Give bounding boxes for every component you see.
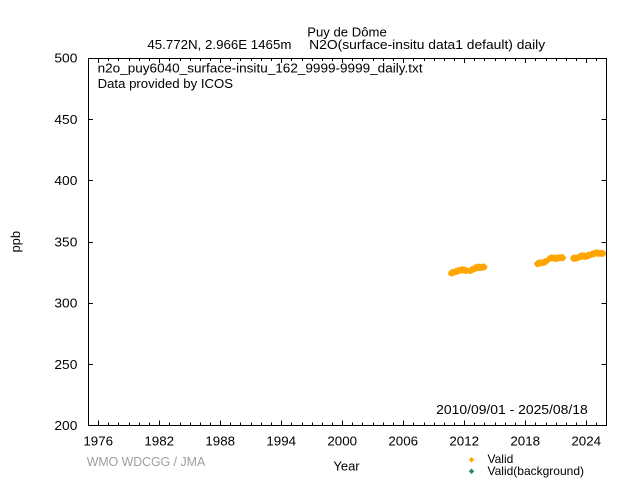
svg-text:N2O(surface-insitu data1 defau: N2O(surface-insitu data1 default) daily: [309, 37, 546, 52]
svg-text:500: 500: [54, 51, 77, 66]
svg-text:n2o_puy6040_surface-insitu_162: n2o_puy6040_surface-insitu_162_9999-9999…: [98, 60, 423, 75]
svg-text:2018: 2018: [510, 434, 540, 449]
svg-text:2006: 2006: [388, 434, 418, 449]
svg-text:250: 250: [54, 357, 77, 372]
svg-text:ppb: ppb: [8, 231, 23, 253]
svg-text:Valid: Valid: [488, 452, 514, 466]
svg-text:200: 200: [54, 418, 77, 433]
svg-text:400: 400: [54, 173, 77, 188]
svg-text:2012: 2012: [449, 434, 479, 449]
svg-text:2010/09/01 - 2025/08/18: 2010/09/01 - 2025/08/18: [436, 402, 588, 417]
svg-text:WMO WDCGG / JMA: WMO WDCGG / JMA: [87, 454, 206, 469]
svg-text:45.772N, 2.966E 1465m: 45.772N, 2.966E 1465m: [147, 37, 291, 52]
svg-text:1988: 1988: [205, 434, 235, 449]
svg-text:Data provided by ICOS: Data provided by ICOS: [98, 76, 234, 91]
svg-text:1994: 1994: [266, 434, 296, 449]
svg-text:1976: 1976: [83, 434, 113, 449]
svg-text:300: 300: [54, 296, 77, 311]
svg-text:Puy de Dôme: Puy de Dôme: [307, 24, 387, 39]
svg-text:Year: Year: [333, 459, 360, 474]
svg-text:1982: 1982: [144, 434, 174, 449]
svg-text:350: 350: [54, 234, 77, 249]
svg-text:2024: 2024: [571, 434, 601, 449]
svg-text:450: 450: [54, 112, 77, 127]
svg-text:2000: 2000: [327, 434, 357, 449]
svg-text:Valid(background): Valid(background): [488, 464, 585, 478]
